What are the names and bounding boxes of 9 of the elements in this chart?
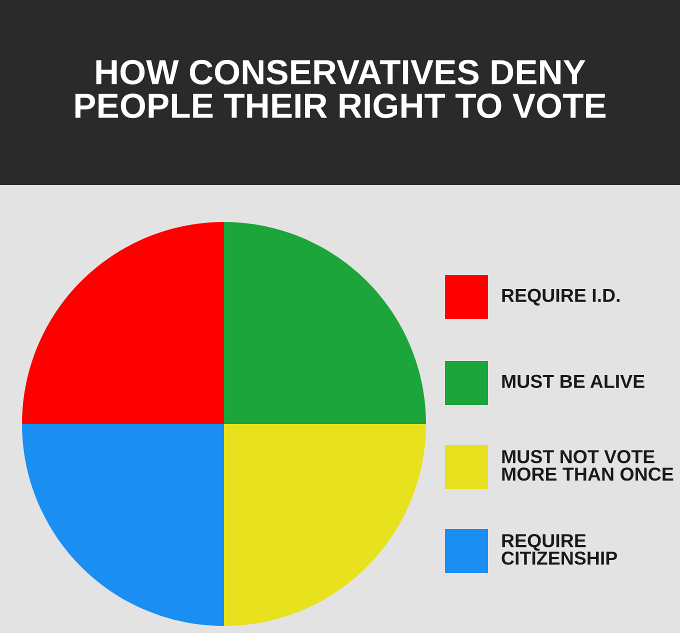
legend-label: MUST NOT VOTE MORE THAN ONCE [502,450,674,481]
legend-label: MUST BE ALIVE [502,374,644,388]
pie-slice [22,424,224,626]
pie-slice [22,222,224,424]
legend-label: REQUIRE CITIZENSHIP [502,534,618,565]
pie-slice [224,222,426,424]
pie-slice [224,424,426,626]
chart-title: HOW CONSERVATIVES DENY PEOPLE THEIR RIGHT TO VOTE [75,60,606,118]
legend-label: REQUIRE I.D. [502,288,620,306]
